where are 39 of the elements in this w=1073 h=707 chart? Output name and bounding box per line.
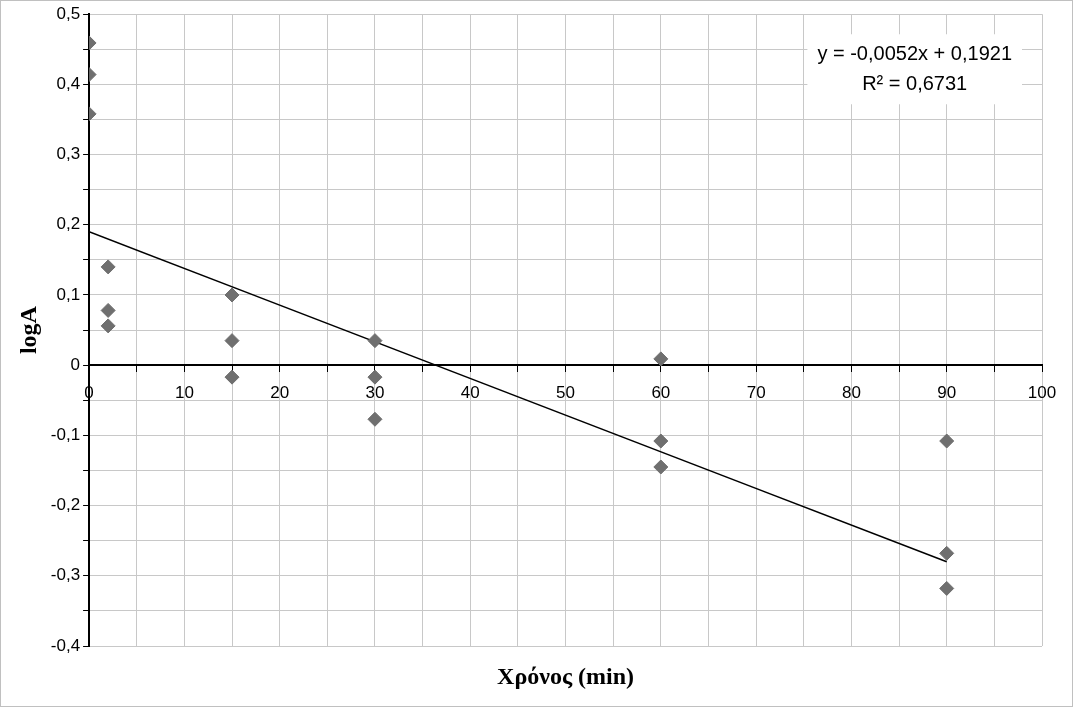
y-tick-label: 0	[70, 354, 81, 374]
x-tick-label: 20	[270, 383, 290, 403]
x-tick-label: 30	[365, 383, 385, 403]
x-tick-label: 50	[556, 383, 576, 403]
y-tick-label: -0,4	[50, 635, 81, 655]
y-tick-label: -0,1	[50, 425, 81, 445]
point	[653, 351, 669, 367]
point	[100, 302, 116, 318]
y-axis-title: logA	[14, 305, 41, 355]
y-tick-label: 0,3	[56, 144, 81, 164]
point	[224, 369, 240, 385]
y-tick-label: -0,3	[50, 565, 81, 585]
point	[100, 259, 116, 275]
x-tick-label: 70	[746, 383, 766, 403]
x-tick-label: 100	[1027, 383, 1057, 403]
annotation: y = -0,0052x + 0,1921	[817, 41, 1012, 64]
x-tick-label: 60	[651, 383, 671, 403]
x-tick-label: 80	[841, 383, 861, 403]
point	[939, 545, 955, 561]
point	[367, 333, 383, 349]
y-tick-label: 0,1	[56, 284, 81, 304]
point	[653, 433, 669, 449]
point	[939, 433, 955, 449]
point	[939, 580, 955, 596]
point	[100, 318, 116, 334]
y-tick-label: 0,4	[56, 74, 81, 94]
y-tick-label: 0,5	[56, 3, 81, 23]
x-tick-label: 10	[174, 383, 194, 403]
point	[367, 411, 383, 427]
point	[367, 369, 383, 385]
point	[224, 287, 240, 303]
x-axis-title: Χρόνος (min)	[497, 663, 635, 690]
annotation: R² = 0,6731	[862, 71, 968, 94]
point	[653, 459, 669, 475]
point	[224, 333, 240, 349]
x-tick-label: 40	[460, 383, 480, 403]
y-tick-label: 0,2	[56, 214, 81, 234]
x-tick-label: 90	[937, 383, 957, 403]
y-tick-label: -0,2	[50, 495, 81, 515]
